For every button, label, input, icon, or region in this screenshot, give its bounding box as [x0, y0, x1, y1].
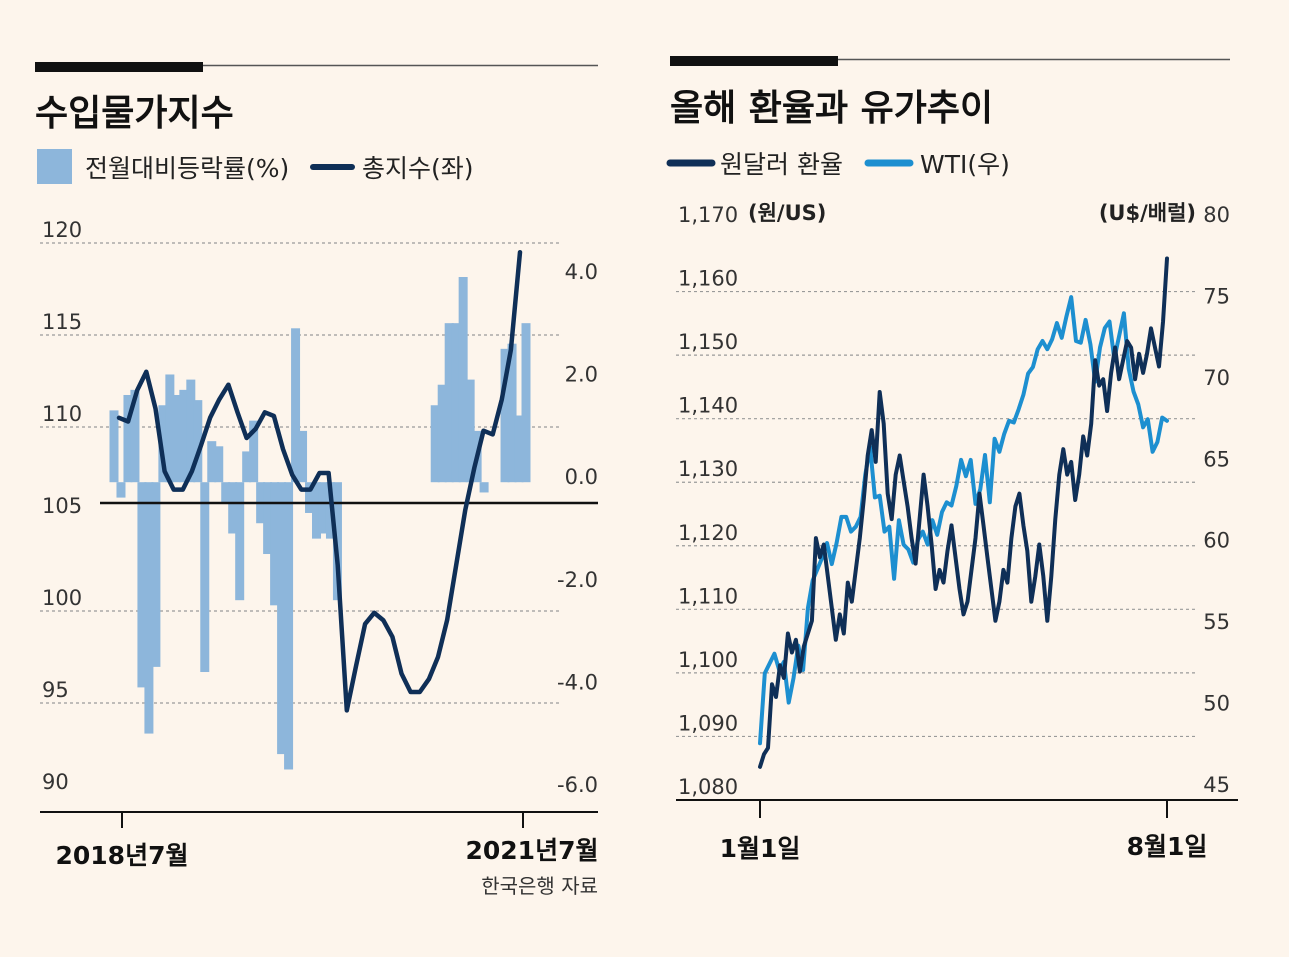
right-tick-label: 80	[1203, 203, 1230, 227]
bar	[318, 482, 328, 534]
header-bar-thick	[670, 56, 838, 66]
bar	[479, 482, 489, 493]
right-tick-label: 45	[1203, 773, 1230, 797]
wti-line	[758, 295, 1169, 746]
bar	[221, 482, 231, 503]
left-tick-label: 110	[42, 402, 82, 426]
left-tick-label: 1,170	[678, 203, 738, 227]
bar	[137, 482, 147, 688]
right-tick-label: 75	[1203, 284, 1230, 308]
legend-bar-swatch	[37, 149, 72, 184]
left-tick-label: 1,080	[678, 775, 738, 799]
bar	[200, 482, 210, 673]
bar	[116, 482, 126, 498]
bar	[305, 482, 315, 513]
right-tick-label: 65	[1203, 447, 1230, 471]
bar	[270, 482, 280, 606]
bar	[179, 389, 189, 483]
left-tick-label: 90	[42, 770, 69, 794]
bar	[444, 323, 454, 483]
bar	[109, 410, 119, 483]
chart-title: 올해 환율과 유가추이	[670, 88, 993, 129]
bar	[123, 394, 133, 483]
right-tick-label: 60	[1203, 529, 1230, 553]
bar	[165, 374, 175, 483]
bar	[151, 482, 161, 667]
bar	[207, 441, 217, 483]
bar	[465, 379, 475, 483]
left-unit-label: (원/US)	[748, 201, 826, 225]
legend-dark-label: 원달러 환율	[720, 150, 843, 179]
bar	[284, 482, 294, 770]
legend-light-label: WTI(우)	[920, 150, 1010, 179]
bar	[263, 482, 273, 555]
bar	[158, 405, 168, 483]
x-tick-label-start: 2018년7월	[56, 841, 189, 870]
bar	[298, 430, 308, 483]
left-tick-label: 1,110	[678, 584, 738, 608]
left-tick-label: 1,090	[678, 711, 738, 735]
x-tick-label-end: 8월1일	[1127, 832, 1208, 861]
right-tick-label: -6.0	[557, 773, 598, 797]
left-tick-label: 1,130	[678, 457, 738, 481]
bar	[521, 323, 531, 483]
left-tick-label: 1,120	[678, 521, 738, 545]
left-tick-label: 115	[42, 310, 82, 334]
bar	[514, 415, 524, 483]
right-tick-label: 4.0	[565, 260, 598, 284]
bar	[193, 400, 203, 483]
bar	[507, 343, 517, 483]
right-tick-label: 50	[1203, 692, 1230, 716]
bar	[172, 394, 182, 483]
bar	[144, 482, 154, 734]
import-price-panel: 수입물가지수 전월대비등락률(%) 총지수(좌) 120 115 110 105 100…	[35, 62, 598, 898]
right-axis-ticks: 4.0 2.0 0.0 -2.0 -4.0 -6.0	[557, 260, 598, 797]
index-line	[116, 249, 523, 713]
left-tick-label: 95	[42, 678, 69, 702]
right-axis-ticks: 80 75 70 65 60 55 50 45	[1203, 203, 1230, 797]
bar	[130, 389, 140, 483]
bar-series	[109, 277, 531, 770]
bar	[242, 451, 252, 483]
left-tick-label: 1,160	[678, 267, 738, 291]
legend-line-label: 총지수(좌)	[362, 154, 474, 183]
bar	[235, 482, 245, 601]
exchange-rate-line	[758, 256, 1169, 769]
bar	[277, 482, 287, 755]
bar	[214, 446, 224, 483]
right-tick-label: -4.0	[557, 670, 598, 694]
right-unit-label: (U$/배럴)	[1099, 201, 1196, 225]
bar	[500, 348, 510, 483]
x-tick-label-end: 2021년7월	[466, 836, 599, 865]
right-tick-label: 0.0	[565, 465, 598, 489]
legend-bar-label: 전월대비등락률(%)	[85, 154, 289, 183]
right-tick-label: 55	[1203, 610, 1230, 634]
bar	[430, 405, 440, 483]
left-tick-label: 120	[42, 218, 82, 242]
bar	[186, 379, 196, 483]
bar	[312, 482, 322, 539]
right-tick-label: -2.0	[557, 568, 598, 592]
left-tick-label: 1,140	[678, 394, 738, 418]
bar	[291, 328, 301, 483]
x-tick-label-start: 1월1일	[720, 834, 801, 863]
left-tick-label: 1,100	[678, 648, 738, 672]
left-axis-ticks: 1,170 1,160 1,150 1,140 1,130 1,120 1,110 1,100…	[678, 203, 738, 799]
left-axis-ticks: 120 115 110 105 100 95 90	[42, 218, 82, 794]
left-tick-label: 105	[42, 494, 82, 518]
bar	[451, 323, 461, 483]
bar	[228, 482, 238, 534]
header-bar-thick	[35, 62, 203, 72]
bar	[437, 384, 447, 483]
chart-title: 수입물가지수	[35, 93, 234, 134]
bar	[249, 420, 259, 483]
right-tick-label: 2.0	[565, 363, 598, 387]
right-tick-label: 70	[1203, 366, 1230, 390]
left-tick-label: 100	[42, 586, 82, 610]
bar	[458, 277, 468, 483]
source-note: 한국은행 자료	[481, 874, 598, 898]
fx-oil-panel: 올해 환율과 유가추이 원달러 환율 WTI(우) (원/US) (U$/배럴)…	[666, 56, 1238, 863]
left-tick-label: 1,150	[678, 330, 738, 354]
